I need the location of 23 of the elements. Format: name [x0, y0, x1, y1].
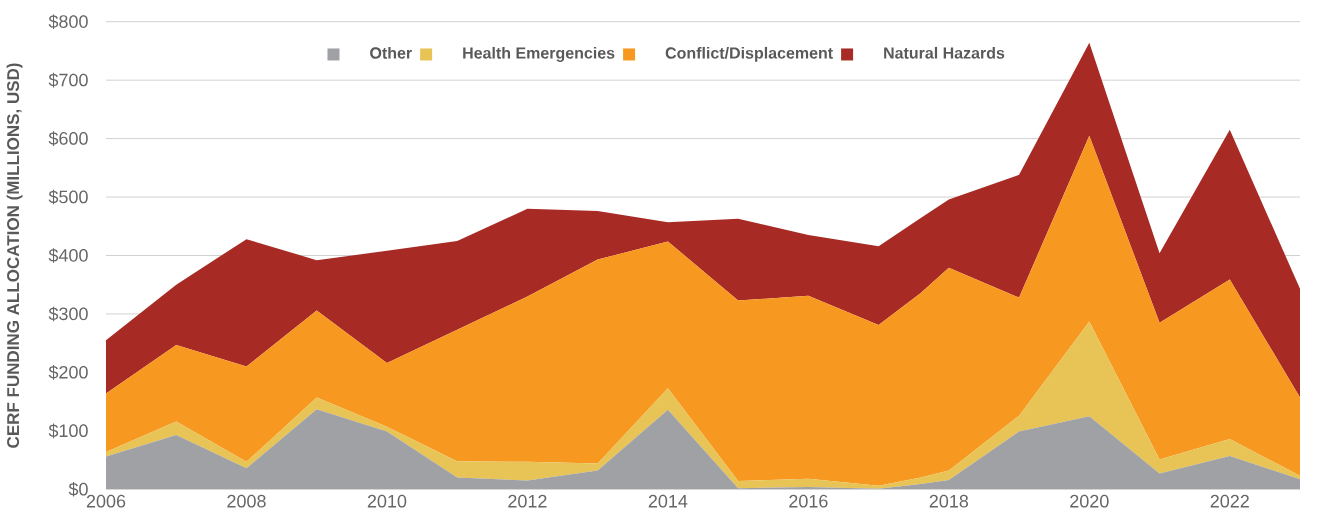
y-axis-title: CERF FUNDING ALLOCATION (MILLIONS, USD) [6, 63, 23, 448]
x-tick-label: 2016 [789, 494, 828, 508]
x-tick-label: 2010 [367, 494, 407, 508]
y-tick-label: $800 [48, 14, 88, 29]
y-tick-label: $200 [48, 365, 88, 380]
legend-label: Conflict/Displacement [665, 46, 833, 62]
legend-label: Natural Hazards [884, 46, 1005, 59]
y-tick-label: $600 [48, 131, 88, 146]
y-tick-label: $100 [48, 423, 88, 439]
y-tick-label: $700 [48, 72, 88, 88]
y-tick-label: $300 [48, 306, 88, 322]
x-tick-label: 2014 [648, 494, 688, 508]
legend-label: Other [370, 46, 412, 59]
legend-label: Health Emergencies [463, 46, 615, 62]
y-tick-label: $500 [48, 189, 88, 205]
x-tick-label: 2008 [227, 494, 266, 508]
y-tick-label: $400 [48, 248, 88, 263]
x-tick-label: 2022 [1210, 494, 1249, 508]
y-tick-label: $0 [68, 482, 88, 497]
x-tick-label: 2020 [1070, 494, 1109, 508]
x-tick-label: 2012 [508, 494, 547, 508]
x-tick-label: 2018 [929, 494, 969, 508]
x-tick-label: 2006 [86, 494, 126, 508]
